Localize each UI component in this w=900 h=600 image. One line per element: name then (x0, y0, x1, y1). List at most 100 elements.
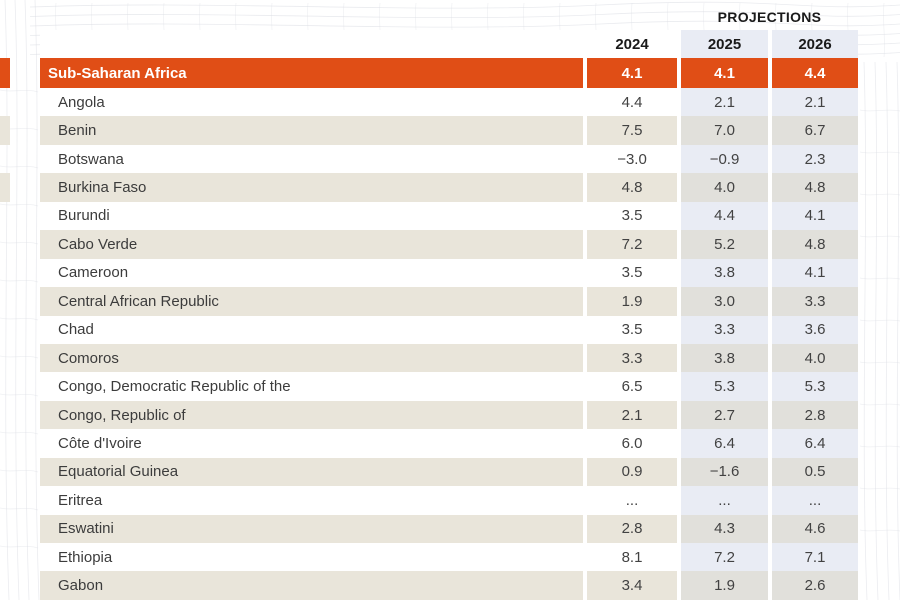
value-2024: 2.8 (587, 514, 677, 543)
value-2025: 4.0 (681, 173, 768, 202)
country-row: Congo, Republic of 2.1 2.7 2.8 (40, 400, 858, 430)
country-row: Chad 3.5 3.3 3.6 (40, 315, 858, 344)
country-row: Comoros 3.3 3.8 4.0 (40, 343, 858, 373)
value-2024: 3.5 (587, 258, 677, 288)
value-2026: 4.1 (772, 201, 858, 231)
country-row: Equatorial Guinea 0.9 −1.6 0.5 (40, 457, 858, 487)
gdp-growth-table: 2024 2025 2026 Sub-Saharan Africa 4.1 4.… (40, 30, 858, 600)
country-name: Botswana (40, 144, 583, 174)
value-2026: 5.3 (772, 372, 858, 401)
value-2024: 8.1 (587, 543, 677, 572)
country-name: Congo, Republic of (40, 400, 583, 430)
value-2026: 6.7 (772, 116, 858, 145)
value-2024: 2.1 (587, 400, 677, 430)
value-2025: −0.9 (681, 144, 768, 174)
value-2025: 3.3 (681, 315, 768, 344)
country-name: Eritrea (40, 486, 583, 515)
year-header-spacer (40, 30, 583, 58)
value-2024: 7.5 (587, 116, 677, 145)
value-2025: 4.4 (681, 201, 768, 231)
value-2025: 5.3 (681, 372, 768, 401)
value-2026: 2.3 (772, 144, 858, 174)
value-2025: 5.2 (681, 230, 768, 259)
country-row: Botswana −3.0 −0.9 2.3 (40, 144, 858, 174)
country-row: Congo, Democratic Republic of the 6.5 5.… (40, 372, 858, 401)
value-2024: 0.9 (587, 457, 677, 487)
region-value-2024: 4.1 (587, 58, 677, 88)
country-name: Angola (40, 88, 583, 117)
value-2024: 3.5 (587, 315, 677, 344)
country-row: Central African Republic 1.9 3.0 3.3 (40, 287, 858, 316)
country-row: Côte d'Ivoire 6.0 6.4 6.4 (40, 429, 858, 458)
value-2026: 6.4 (772, 429, 858, 458)
year-header-2025: 2025 (707, 35, 742, 53)
country-name: Gabon (40, 571, 583, 600)
country-row: Burundi 3.5 4.4 4.1 (40, 201, 858, 231)
value-2024: 3.5 (587, 201, 677, 231)
region-value-2025: 4.1 (681, 58, 768, 88)
country-row: Cabo Verde 7.2 5.2 4.8 (40, 230, 858, 259)
value-2024: 1.9 (587, 287, 677, 316)
country-row: Eritrea ... ... ... (40, 486, 858, 515)
region-value-2026: 4.4 (772, 58, 858, 88)
country-row: Burkina Faso 4.8 4.0 4.8 (40, 173, 858, 202)
country-name: Chad (40, 315, 583, 344)
country-name: Cabo Verde (40, 230, 583, 259)
year-header-2024: 2024 (615, 35, 649, 53)
country-row: Ethiopia 8.1 7.2 7.1 (40, 543, 858, 572)
value-2026: 3.6 (772, 315, 858, 344)
year-header-row: 2024 2025 2026 (40, 30, 858, 58)
value-2026: 4.8 (772, 230, 858, 259)
country-row: Cameroon 3.5 3.8 4.1 (40, 258, 858, 288)
value-2024: ... (587, 486, 677, 515)
value-2025: 7.0 (681, 116, 768, 145)
value-2026: 2.6 (772, 571, 858, 600)
country-row: Eswatini 2.8 4.3 4.6 (40, 514, 858, 543)
country-name: Burkina Faso (40, 173, 583, 202)
value-2024: −3.0 (587, 144, 677, 174)
country-row: Benin 7.5 7.0 6.7 (40, 116, 858, 145)
left-edge-row-fragment (0, 173, 10, 202)
value-2025: 7.2 (681, 543, 768, 572)
value-2025: 3.0 (681, 287, 768, 316)
value-2025: 6.4 (681, 429, 768, 458)
country-name: Côte d'Ivoire (40, 429, 583, 458)
country-name: Cameroon (40, 258, 583, 288)
value-2024: 7.2 (587, 230, 677, 259)
country-name: Ethiopia (40, 543, 583, 572)
country-name: Congo, Democratic Republic of the (40, 372, 583, 401)
left-edge-row-fragment (0, 116, 10, 145)
value-2025: 2.1 (681, 88, 768, 117)
value-2025: 3.8 (681, 258, 768, 288)
value-2026: 0.5 (772, 457, 858, 487)
region-summary-row: Sub-Saharan Africa 4.1 4.1 4.4 (40, 58, 858, 88)
value-2025: 4.3 (681, 514, 768, 543)
value-2024: 4.8 (587, 173, 677, 202)
value-2025: 2.7 (681, 400, 768, 430)
value-2026: 3.3 (772, 287, 858, 316)
value-2024: 3.4 (587, 571, 677, 600)
value-2024: 3.3 (587, 343, 677, 373)
value-2025: ... (681, 486, 768, 515)
value-2024: 6.5 (587, 372, 677, 401)
country-name: Burundi (40, 201, 583, 231)
region-name: Sub-Saharan Africa (40, 58, 583, 88)
value-2024: 6.0 (587, 429, 677, 458)
value-2024: 4.4 (587, 88, 677, 117)
value-2026: 7.1 (772, 543, 858, 572)
value-2025: −1.6 (681, 457, 768, 487)
value-2026: 2.8 (772, 400, 858, 430)
value-2026: 4.6 (772, 514, 858, 543)
country-name: Equatorial Guinea (40, 457, 583, 487)
value-2026: 4.0 (772, 343, 858, 373)
country-row: Gabon 3.4 1.9 2.6 (40, 571, 858, 600)
value-2025: 3.8 (681, 343, 768, 373)
year-header-2026: 2026 (798, 35, 832, 53)
value-2026: 2.1 (772, 88, 858, 117)
country-name: Eswatini (40, 514, 583, 543)
value-2026: 4.1 (772, 258, 858, 288)
value-2025: 1.9 (681, 571, 768, 600)
value-2026: 4.8 (772, 173, 858, 202)
projections-header: PROJECTIONS (717, 9, 822, 25)
